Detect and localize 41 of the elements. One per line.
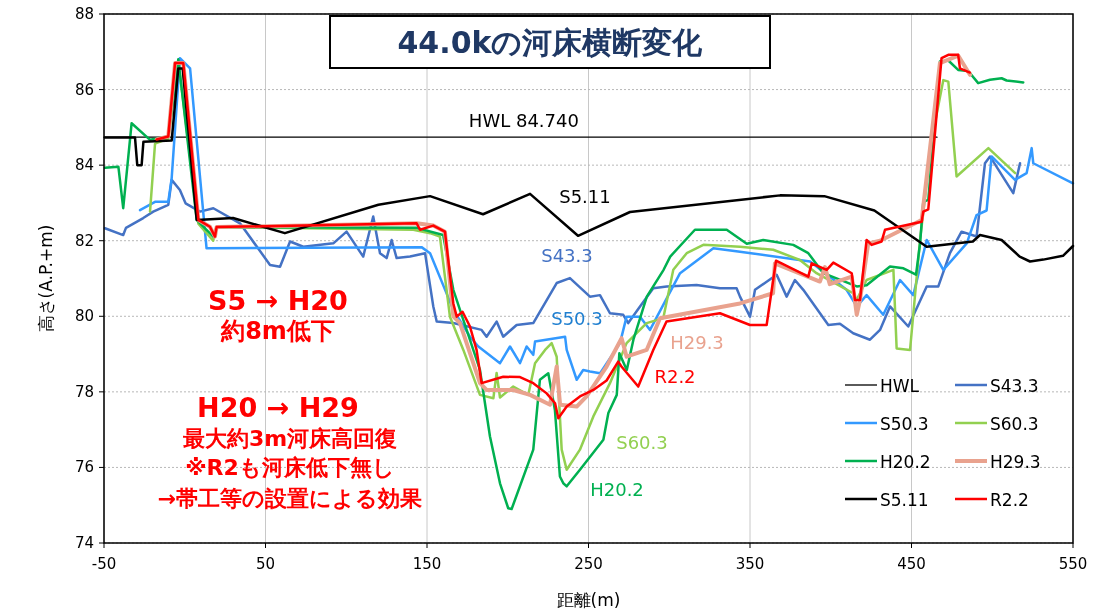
x-tick-label: 450 xyxy=(897,555,926,573)
annotation: 最大約3m河床高回復 xyxy=(181,426,398,451)
y-tick-label: 86 xyxy=(74,80,94,99)
y-tick-label: 82 xyxy=(74,231,94,250)
title: 44.0kの河床横断変化 xyxy=(329,15,771,69)
legend-label: HWL xyxy=(880,376,920,396)
text: R2.2 xyxy=(654,366,696,387)
annotation: →帯工等の設置による効果 xyxy=(157,486,424,511)
legend-label: S60.3 xyxy=(990,414,1039,434)
text: H20.2 xyxy=(590,479,644,500)
text: S50.3 xyxy=(551,308,603,329)
x-tick-label: 150 xyxy=(412,555,442,573)
legend-label: H20.2 xyxy=(880,452,931,472)
y-tick-label: 80 xyxy=(74,307,94,326)
annotation: H20 → H29 xyxy=(197,392,359,423)
legend-label: S5.11 xyxy=(880,490,929,510)
text: S5.11 xyxy=(559,186,611,207)
legend-label: H29.3 xyxy=(990,452,1041,472)
annotation: HWL 84.740 xyxy=(468,110,579,132)
x-tick-label: 50 xyxy=(255,555,276,573)
chart-title: 44.0kの河床横断変化 xyxy=(397,25,704,60)
legend-label: S50.3 xyxy=(880,414,929,434)
text: H29.3 xyxy=(670,332,724,353)
y-axis-title: 高さ(A.P.+m) xyxy=(36,224,56,333)
legend-label: R2.2 xyxy=(990,490,1029,510)
y-tick-label: 84 xyxy=(74,156,94,175)
annotation: ※R2も河床低下無し xyxy=(185,455,395,480)
x-tick-label: 250 xyxy=(574,555,603,573)
text: S43.3 xyxy=(541,245,593,266)
text: S60.3 xyxy=(616,432,668,453)
y-tick-label: 74 xyxy=(74,534,94,552)
x-axis-title: 距離(m) xyxy=(556,590,621,610)
y-tick-label: 76 xyxy=(74,458,94,477)
annotation: S5 → H20 xyxy=(208,285,348,316)
x-tick-label: 550 xyxy=(1058,555,1088,573)
legend-label: S43.3 xyxy=(990,376,1039,396)
x-tick-label: -50 xyxy=(91,555,117,573)
x-tick-label: 350 xyxy=(735,555,765,573)
annotation: 約8m低下 xyxy=(220,317,335,345)
y-tick-label: 78 xyxy=(74,382,94,401)
y-tick-label: 88 xyxy=(74,5,94,23)
